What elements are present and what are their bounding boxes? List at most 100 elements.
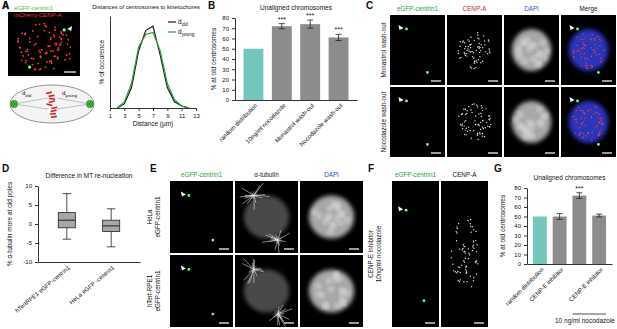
signal [463, 125, 464, 126]
signal [573, 49, 574, 50]
signal [488, 39, 489, 40]
signal [21, 59, 23, 61]
image-panel: eGFP-centrin1CENP-ACENP-E inhibitor10ng/… [367, 171, 488, 327]
signal [585, 65, 586, 66]
arrowhead [181, 191, 186, 196]
error-bar-stem [579, 193, 580, 199]
error-bar [576, 193, 582, 199]
signal [32, 64, 34, 66]
micrograph [390, 87, 445, 157]
signal [473, 248, 474, 249]
aster [276, 312, 280, 316]
signal [460, 272, 461, 273]
column-label: eGFP-centrin1 [395, 171, 436, 178]
centrosome [86, 100, 94, 108]
micrograph [447, 15, 502, 85]
signal [39, 56, 41, 58]
signal [469, 130, 470, 131]
micrograph [504, 15, 559, 85]
signal [591, 116, 592, 117]
tick-mark [153, 108, 154, 111]
legend-label: dyoung [178, 28, 195, 37]
signal [581, 57, 582, 58]
signal [479, 52, 480, 53]
signal [331, 202, 336, 207]
signal [470, 109, 471, 110]
signal [471, 112, 472, 113]
tick-label: 50 [514, 214, 521, 220]
signal [472, 250, 473, 251]
signal [459, 46, 460, 47]
signal [473, 52, 474, 53]
chromosome [48, 95, 54, 97]
annotation: 10 ng/ml nocodazole [555, 317, 615, 325]
signal [19, 47, 21, 49]
signal [62, 34, 64, 36]
scale-bar [545, 80, 555, 81]
signal [581, 48, 582, 49]
centrosome [597, 143, 600, 146]
tick-label: random distribution [504, 266, 544, 306]
signal [479, 43, 480, 44]
signal [599, 134, 600, 135]
signal [537, 107, 542, 112]
signal [585, 135, 586, 136]
signal [601, 124, 602, 125]
signal [474, 61, 475, 62]
signal [486, 122, 487, 123]
signal [471, 51, 472, 52]
signal [475, 124, 476, 125]
signal [340, 295, 345, 300]
signal [590, 64, 591, 65]
tick-mark [524, 217, 527, 218]
micrograph [300, 255, 363, 327]
signal [60, 41, 62, 43]
median [103, 225, 120, 226]
axis-line [235, 19, 236, 101]
row-label: Monastrol wash-out [380, 22, 387, 77]
signal [527, 120, 532, 125]
tick: -5 [27, 240, 38, 246]
signal [465, 114, 466, 115]
micrograph [504, 87, 559, 157]
tick-label: 3 [123, 113, 127, 119]
signal [465, 120, 466, 121]
micrograph [300, 181, 363, 253]
signal [465, 269, 466, 270]
signal [49, 45, 51, 47]
signal [582, 110, 583, 111]
chromatin [569, 101, 609, 143]
signal [487, 53, 488, 54]
signal [580, 110, 581, 111]
tick: random distribution [504, 264, 544, 307]
centrosome [211, 239, 214, 242]
signal [478, 123, 479, 124]
tick: hTertRPE1 eGFP-centrin1 [14, 262, 72, 314]
signal [39, 69, 41, 71]
signal [489, 115, 490, 116]
centrosome [63, 28, 66, 31]
signal [57, 58, 59, 60]
arrowhead [570, 25, 575, 30]
signal [591, 140, 592, 141]
signal [470, 276, 471, 277]
signal [598, 134, 599, 135]
signal [462, 113, 463, 114]
signal [480, 62, 481, 63]
signal [475, 67, 476, 68]
signal [462, 128, 463, 129]
signal [584, 44, 585, 45]
signal [328, 229, 333, 234]
bar [329, 37, 349, 100]
signal [489, 126, 490, 127]
centrosome [405, 100, 408, 103]
signal [456, 240, 457, 241]
whisker-cap-upper [63, 193, 72, 194]
signal [340, 300, 345, 305]
signal [458, 223, 459, 224]
significance: *** [334, 26, 342, 33]
signal [477, 34, 478, 35]
tick-label: 40 [222, 56, 229, 62]
signal [476, 61, 477, 62]
error-bar-cap [336, 40, 342, 41]
